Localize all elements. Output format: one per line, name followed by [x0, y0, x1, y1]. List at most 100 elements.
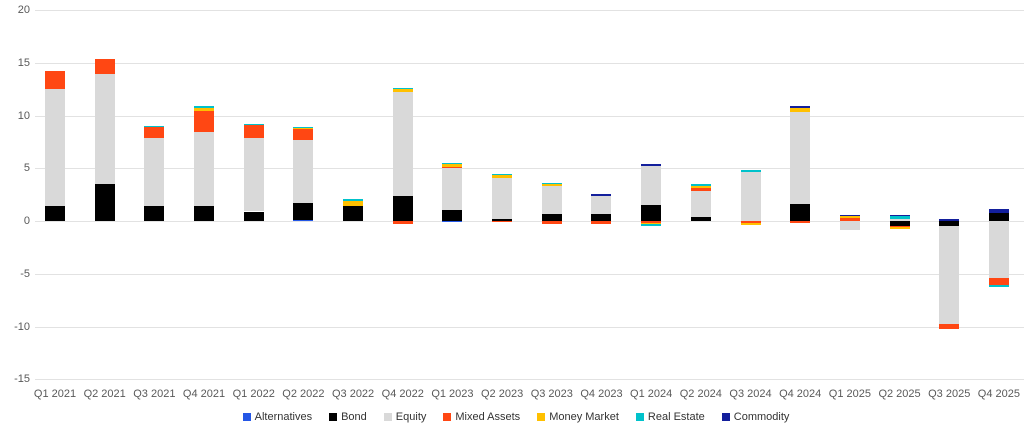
bar-segment-money-market — [839, 215, 860, 218]
bar-segment-mixed-assets — [492, 221, 513, 223]
bar-segment-bond — [492, 218, 513, 221]
x-axis-label: Q4 2025 — [977, 388, 1020, 400]
y-axis-tick-label: 0 — [23, 215, 30, 227]
x-axis-label: Q3 2022 — [331, 388, 375, 400]
bar-segment-bond — [988, 212, 1009, 221]
bar-segment-equity — [293, 139, 314, 204]
bar-segment-mixed-assets — [144, 127, 165, 138]
legend-swatch-icon — [443, 413, 452, 421]
bar-segment-mixed-assets — [392, 221, 413, 225]
bar-segment-commodity — [790, 106, 811, 108]
bar-segment-mixed-assets — [641, 221, 662, 224]
bar-segment-bond — [94, 184, 115, 221]
legend-item-alternatives: Alternatives — [242, 411, 313, 423]
x-axis-label: Q3 2024 — [729, 388, 772, 400]
bar-segment-equity — [492, 177, 513, 219]
bar-segment-money-market — [492, 174, 513, 178]
x-axis-label: Q1 2024 — [630, 388, 673, 400]
bar-segment-money-market — [392, 89, 413, 93]
bar-segment-money-market — [343, 200, 364, 207]
bar-segment-money-market — [293, 128, 314, 130]
x-axis-label: Q3 2023 — [530, 388, 573, 400]
y-axis-tick-label: -15 — [14, 373, 30, 386]
bar-segment-mixed-assets — [889, 226, 910, 228]
bar-segment-bond — [889, 221, 910, 227]
x-axis-label: Q2 2021 — [83, 388, 126, 400]
bar-segment-mixed-assets — [939, 324, 960, 330]
x-axis-label: Q2 2022 — [282, 388, 325, 400]
bar-segment-money-market — [740, 223, 761, 225]
legend-label: Bond — [341, 411, 367, 423]
bar-segment-bond — [939, 221, 960, 227]
bar-segment-real-estate — [740, 170, 761, 173]
bar-segment-mixed-assets — [442, 167, 463, 169]
legend-item-commodity: Commodity — [721, 411, 789, 423]
legend-label: Alternatives — [254, 411, 313, 423]
bar-segment-real-estate — [641, 224, 662, 226]
bar-segment-real-estate — [243, 123, 264, 125]
legend-item-mixed-assets: Mixed Assets — [443, 411, 520, 423]
bar-segment-equity — [94, 74, 115, 185]
bar-segment-real-estate — [144, 126, 165, 128]
x-axis-label: Q4 2024 — [779, 388, 822, 400]
bar-segment-real-estate — [690, 183, 711, 186]
gridline — [35, 115, 1024, 117]
bar-segment-mixed-assets — [293, 129, 314, 140]
legend-swatch-icon — [383, 413, 392, 421]
bar-segment-bond — [591, 213, 612, 221]
bar-segment-real-estate — [293, 127, 314, 129]
bar-segment-mixed-assets — [839, 217, 860, 221]
x-axis-label: Q4 2021 — [182, 388, 226, 400]
legend-label: Real Estate — [647, 411, 705, 423]
bar-segment-bond — [343, 206, 364, 221]
bar-segment-equity — [690, 191, 711, 217]
bar-segment-mixed-assets — [690, 187, 711, 192]
bar-segment-equity — [243, 137, 264, 212]
gridline — [35, 62, 1024, 64]
bar-segment-equity — [740, 172, 761, 221]
bar-segment-mixed-assets — [740, 221, 761, 224]
x-axis-label: Q3 2021 — [133, 388, 176, 400]
bar-segment-equity — [988, 221, 1009, 278]
bar-segment-real-estate — [988, 285, 1009, 288]
bar-segment-money-market — [541, 184, 562, 187]
bar-segment-equity — [541, 186, 562, 214]
bar-segment-bond — [541, 213, 562, 221]
bar-segment-bond — [45, 206, 65, 221]
bar-segment-equity — [889, 219, 910, 221]
bar-segment-mixed-assets — [541, 221, 562, 225]
bar-segment-real-estate — [492, 173, 513, 175]
gridline — [35, 326, 1024, 328]
bar-segment-equity — [144, 137, 165, 207]
bar-segment-bond — [690, 216, 711, 221]
bar-segment-equity — [45, 89, 65, 207]
x-axis-label: Q4 2023 — [580, 388, 623, 400]
bar-segment-equity — [442, 168, 463, 211]
bar-segment-mixed-assets — [591, 221, 612, 225]
legend-swatch-icon — [721, 413, 730, 421]
bar-segment-mixed-assets — [94, 58, 115, 75]
bar-segment-equity — [194, 132, 215, 207]
bar-segment-money-market — [194, 108, 215, 112]
x-axis-label: Q2 2025 — [878, 388, 921, 400]
bar-segment-commodity — [988, 209, 1009, 213]
y-axis-tick-label: 15 — [17, 56, 30, 69]
gridline — [35, 10, 1024, 11]
bar-segment-alternatives — [442, 221, 463, 223]
x-axis-label: Q1 2023 — [431, 388, 474, 400]
bar-segment-commodity — [889, 215, 910, 217]
bar-segment-commodity — [591, 193, 612, 196]
legend-label: Equity — [395, 411, 427, 423]
bar-segment-real-estate — [541, 183, 562, 185]
legend-swatch-icon — [635, 413, 644, 421]
legend-label: Mixed Assets — [455, 411, 521, 423]
bar-segment-commodity — [641, 163, 662, 167]
y-axis-tick-label: -10 — [14, 320, 30, 333]
legend-item-equity: Equity — [383, 411, 427, 423]
legend: Alternatives Bond Equity Mixed Assets Money … — [0, 411, 1032, 423]
x-axis-label: Q2 2023 — [481, 388, 524, 400]
bar-segment-equity — [790, 112, 811, 205]
x-axis-label: Q3 2025 — [928, 388, 971, 400]
x-axis-label: Q1 2025 — [828, 388, 871, 400]
